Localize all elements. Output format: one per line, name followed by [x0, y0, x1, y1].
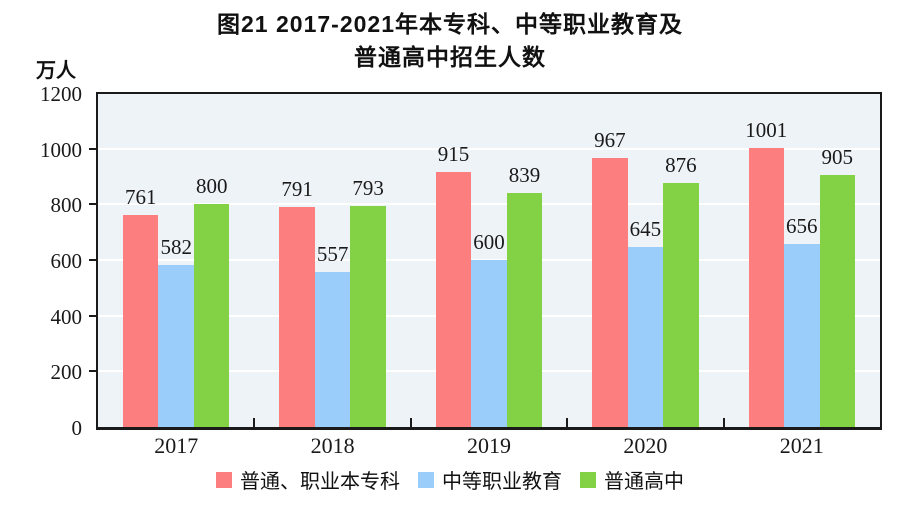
bar-2018-series1: [314, 271, 351, 427]
x-tick-boundary-2: [409, 418, 412, 427]
bar-value-label-2019-series1: 600: [473, 230, 505, 254]
legend-item-putonggaozhong: 普通高中: [580, 465, 684, 494]
x-axis-label-2018: 2018: [310, 433, 355, 458]
bar-value-label-2019-series2: 839: [508, 163, 541, 188]
bar-2021-series2: [819, 175, 856, 427]
legend-swatch-red: [216, 471, 232, 488]
gridline-1000: [98, 147, 880, 150]
legend-label-zhongdengzhiye: 中等职业教育: [442, 471, 562, 493]
y-axis-unit-label: 万人: [36, 60, 76, 82]
bar-value-label-2018-series2: 793: [352, 176, 384, 201]
bar-value-label-2021-series1: 656: [786, 214, 818, 239]
bar-value-label-2020-series0: 967: [594, 127, 626, 152]
legend-swatch-green: [580, 471, 596, 488]
bar-value-label-2018-series0: 791: [281, 176, 313, 201]
chart-title-line2: 普通高中招生人数: [354, 44, 546, 70]
bar-2017-series2: [193, 204, 230, 427]
bar-2020-series1: [627, 247, 664, 427]
y-axis-tick-label-600: 600: [50, 249, 83, 273]
bar-2021-series0: [748, 148, 785, 427]
bar-2018-series2: [350, 206, 386, 427]
y-axis-tick-label-1200: 1200: [40, 82, 82, 106]
gridline-800: [98, 203, 880, 206]
y-tick-200: [89, 370, 96, 373]
legend-label-benzhuanke: 普通、职业本专科: [240, 471, 400, 493]
bar-2019-series0: [435, 172, 472, 427]
bar-2019-series1: [471, 260, 507, 427]
bar-2020-series0: [592, 157, 628, 427]
y-axis-tick-labels: 0 200 400 600 800 1000 1200: [12, 0, 82, 507]
y-axis-tick-label-800: 800: [50, 193, 83, 218]
bar-2021-series1: [784, 244, 820, 427]
legend-item-zhongdengzhiye: 中等职业教育: [418, 465, 562, 494]
y-axis-tick-label-0: 0: [71, 416, 83, 440]
x-tick-boundary-4: [722, 418, 725, 427]
x-axis-label-2017: 2017: [154, 433, 199, 458]
bar-2020-series2: [663, 183, 699, 427]
y-tick-1000: [89, 147, 96, 150]
legend-label-putonggaozhong: 普通高中: [604, 471, 684, 493]
y-axis-tick-label-400: 400: [50, 304, 83, 329]
y-tick-400: [89, 314, 96, 317]
bar-value-label-2020-series1: 645: [629, 217, 662, 242]
bar-value-label-2018-series1: 557: [316, 241, 349, 266]
y-axis-tick-label-1000: 1000: [40, 137, 82, 162]
y-tick-800: [89, 203, 96, 206]
plot-area: 761 582 800 791 557 793 915 600 839 967 645 876 1001…: [89, 92, 882, 430]
x-axis-label-2021: 2021: [779, 433, 824, 458]
bar-value-label-2020-series2: 876: [665, 153, 697, 178]
y-axis-tick-label-200: 200: [50, 360, 83, 385]
chart-title-line1: 图21 2017-2021年本专科、中等职业教育及: [217, 11, 683, 37]
bar-value-label-2021-series2: 905: [821, 145, 854, 170]
bar-2018-series0: [279, 206, 315, 427]
bar-value-label-2017-series2: 800: [195, 174, 228, 199]
legend-item-benzhuanke: 普通、职业本专科: [216, 465, 400, 494]
bar-2017-series0: [122, 215, 159, 427]
chart-title: 图21 2017-2021年本专科、中等职业教育及 普通高中招生人数: [0, 8, 900, 74]
y-tick-600: [89, 259, 96, 261]
legend: 普通、职业本专科 中等职业教育 普通高中: [0, 465, 900, 494]
bar-value-label-2019-series0: 915: [437, 142, 470, 167]
x-tick-boundary-1: [253, 418, 256, 427]
bar-value-label-2021-series0: 1001: [745, 118, 788, 143]
bar-value-label-2017-series0: 761: [124, 185, 157, 210]
x-axis-label-2020: 2020: [623, 433, 668, 458]
plot-canvas: 761 582 800 791 557 793 915 600 839 967 645 876 1001…: [89, 94, 880, 427]
x-axis-label-2019: 2019: [467, 433, 511, 458]
legend-swatch-blue: [418, 471, 434, 488]
x-tick-boundary-3: [566, 418, 569, 427]
bar-value-label-2017-series1: 582: [160, 235, 192, 260]
bar-2017-series1: [158, 265, 194, 427]
bar-2019-series2: [506, 193, 543, 427]
